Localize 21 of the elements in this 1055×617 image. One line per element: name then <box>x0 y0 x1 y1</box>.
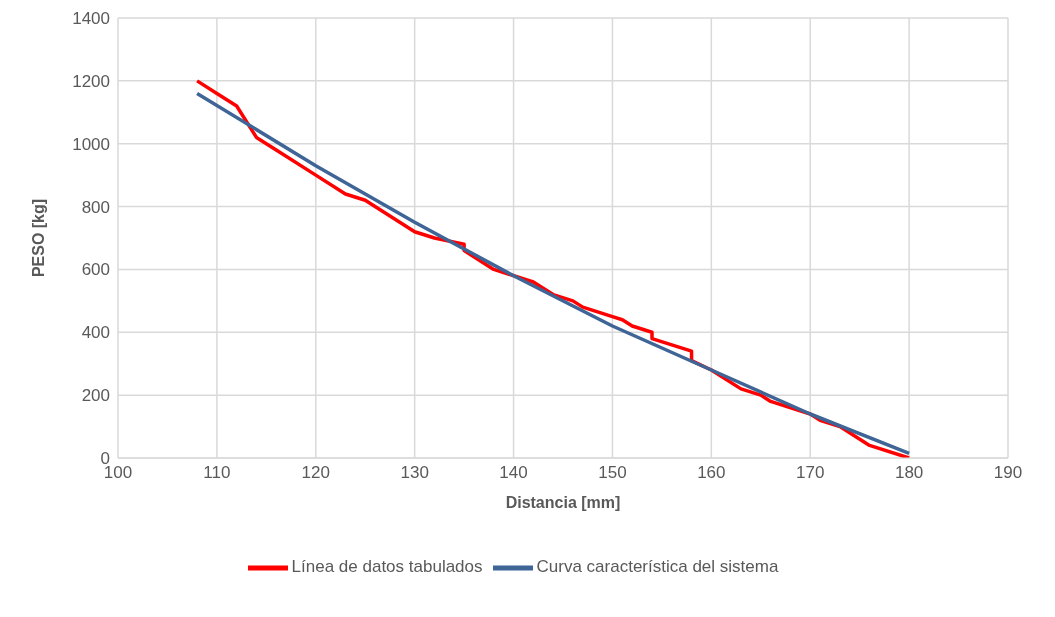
x-tick-label: 190 <box>993 463 1023 483</box>
y-tick-label: 200 <box>81 386 110 406</box>
x-tick-label: 140 <box>499 463 528 483</box>
x-tick-label: 180 <box>894 463 924 483</box>
x-tick-label: 160 <box>697 463 726 483</box>
x-tick-label: 100 <box>103 463 133 483</box>
y-tick-label: 1200 <box>72 71 110 91</box>
x-axis-title: Distancia [mm] <box>505 494 621 511</box>
y-tick-label: 400 <box>81 323 110 343</box>
x-tick-label: 170 <box>796 463 825 483</box>
y-axis-title: PESO [kg] <box>29 198 47 278</box>
y-tick-label: 800 <box>81 197 110 217</box>
legend-label: Curva característica del sistema <box>536 557 779 577</box>
x-tick-label: 120 <box>301 463 330 483</box>
y-tick-label: 600 <box>81 260 110 280</box>
x-tick-label: 130 <box>400 463 429 483</box>
x-tick-label: 110 <box>203 463 231 483</box>
y-tick-label: 1000 <box>72 134 110 154</box>
x-tick-label: 150 <box>598 463 627 483</box>
y-tick-label: 1400 <box>72 9 110 29</box>
legend-label: Línea de datos tabulados <box>291 557 483 577</box>
